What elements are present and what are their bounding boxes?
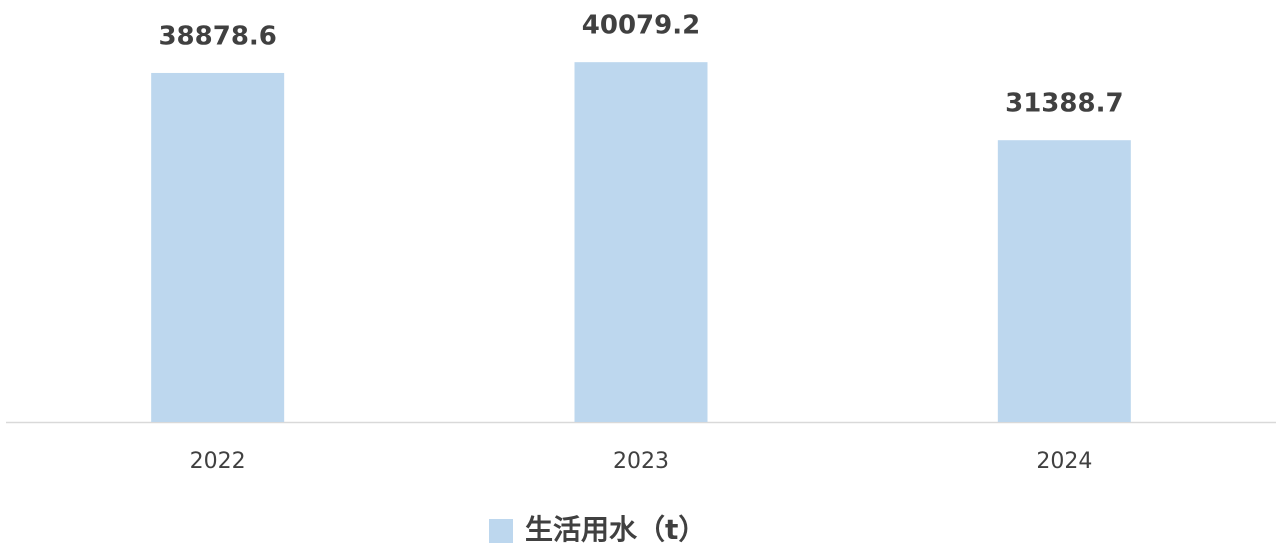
legend-label: 生活用水（t） <box>525 513 706 546</box>
data-label: 31388.7 <box>1005 89 1123 119</box>
x-tick-label: 2024 <box>1036 449 1092 474</box>
data-label: 40079.2 <box>582 11 700 41</box>
bar <box>151 72 285 422</box>
data-label: 38878.6 <box>158 21 276 51</box>
legend-swatch <box>489 519 513 543</box>
bar <box>997 140 1131 423</box>
x-tick-label: 2023 <box>613 449 669 474</box>
x-tick-label: 2022 <box>190 449 246 474</box>
bar <box>574 62 708 422</box>
